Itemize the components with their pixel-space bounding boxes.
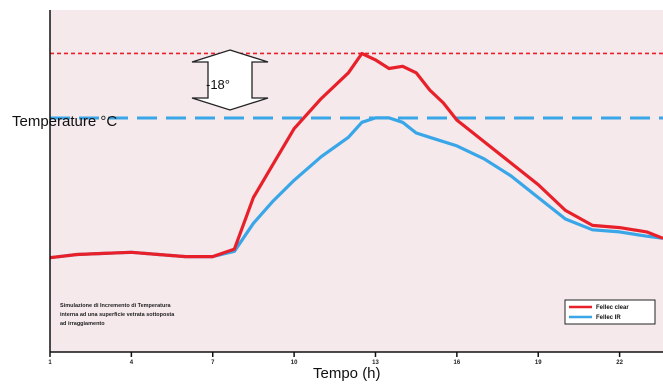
x-tick-label: 13 [372,360,379,366]
note-line-2: interna ad una superficie vetrata sottop… [60,312,175,318]
x-tick-label: 1 [48,360,52,366]
x-tick-label: 16 [454,360,461,366]
arrow-label: -18° [206,77,230,92]
legend-label-fellec-ir: Fellec IR [596,315,621,321]
legend: Fellec clear Fellec IR [564,299,656,325]
x-tick-label: 10 [291,360,298,366]
series-line-fellec-clear [49,51,663,260]
x-tick-label: 19 [535,360,542,366]
x-ticks: 1 4 7 10 13 16 19 22 [48,352,624,366]
x-tick-label: 4 [130,360,134,366]
reference-lines [50,52,663,120]
note-line-3: ad irraggiamento [60,321,105,327]
plot-area [50,10,663,352]
legend-box [564,299,656,325]
series-lines [49,51,663,260]
x-axis-label: Tempo (h) [313,365,381,382]
y-axis-label: Temperature °C [12,113,117,130]
x-tick-label: 7 [211,360,215,366]
double-arrow-shape [191,49,269,111]
simulation-note: Simulazione di Incremento di Temperatura… [60,303,175,327]
temperature-difference-arrow: -18° [191,49,269,111]
x-tick-label: 22 [616,360,623,366]
note-line-1: Simulazione di Incremento di Temperatura [60,303,171,309]
legend-label-fellec-clear: Fellec clear [596,305,629,311]
